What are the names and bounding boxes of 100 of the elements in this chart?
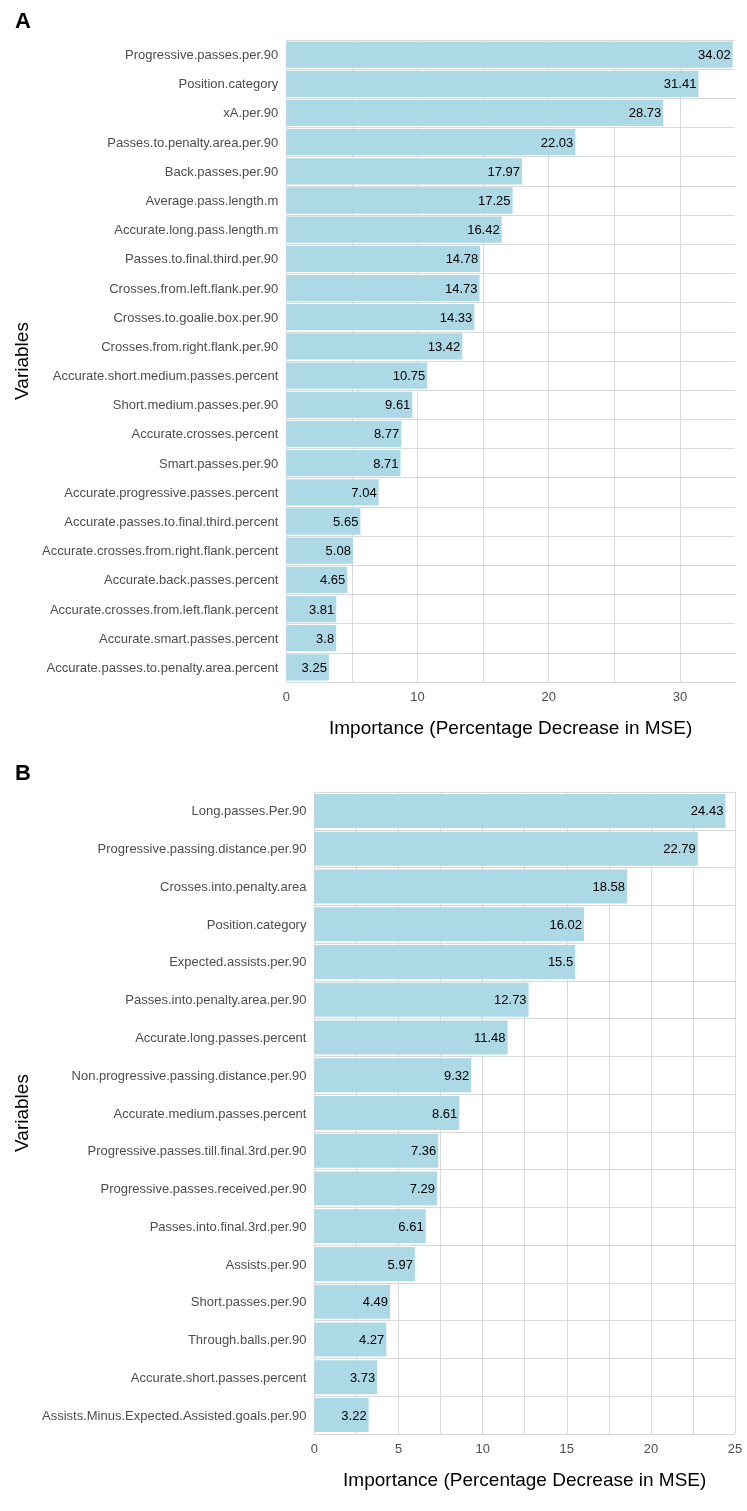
data-label: 3.8 bbox=[316, 630, 335, 646]
bar bbox=[314, 1058, 472, 1093]
y-tick-label: Accurate.long.passes.percent bbox=[135, 1029, 307, 1045]
data-label: 9.61 bbox=[385, 397, 411, 413]
y-tick-label: Passes.to.final.third.per.90 bbox=[125, 251, 279, 267]
bar bbox=[286, 508, 361, 535]
bar bbox=[286, 450, 401, 477]
y-tick-label: Accurate.passes.to.final.third.percent bbox=[64, 514, 279, 529]
y-tick-label: Accurate.progressive.passes.percent bbox=[64, 484, 279, 500]
x-tick-label: 30 bbox=[672, 689, 688, 704]
data-label: 4.27 bbox=[358, 1332, 385, 1348]
data-label: 24.43 bbox=[690, 803, 724, 819]
y-tick-label: Crosses.from.right.flank.per.90 bbox=[101, 338, 279, 354]
x-tick-label: 0 bbox=[282, 689, 290, 704]
bar bbox=[314, 1171, 438, 1206]
bar bbox=[286, 99, 664, 127]
y-tick-label: Progressive.passes.till.final.3rd.per.90 bbox=[87, 1143, 307, 1159]
y-tick-label: Passes.to.penalty.area.per.90 bbox=[107, 134, 279, 150]
bar bbox=[286, 304, 475, 331]
y-tick-label: Expected.assists.per.90 bbox=[169, 954, 307, 970]
data-label: 6.61 bbox=[398, 1218, 424, 1234]
data-label: 22.79 bbox=[663, 841, 696, 857]
x-tick-label: 20 bbox=[541, 689, 556, 704]
data-label: 3.81 bbox=[308, 601, 335, 617]
data-label: 7.04 bbox=[351, 484, 377, 500]
data-label: 10.75 bbox=[392, 368, 426, 384]
y-tick-label: Assists.Minus.Expected.Assisted.goals.per.90 bbox=[41, 1407, 307, 1423]
y-tick-label: Through.balls.per.90 bbox=[187, 1332, 307, 1348]
bar bbox=[286, 479, 379, 506]
bar bbox=[314, 1398, 369, 1433]
bar bbox=[286, 537, 353, 564]
data-label: 17.25 bbox=[478, 193, 511, 208]
y-tick-label: Crosses.to.goalie.box.per.90 bbox=[113, 309, 279, 325]
y-tick-label: Progressive.passes.per.90 bbox=[125, 47, 279, 63]
data-label: 18.58 bbox=[592, 878, 626, 894]
data-label: 11.48 bbox=[474, 1029, 506, 1045]
data-label: 13.42 bbox=[427, 338, 461, 354]
data-label: 15.5 bbox=[547, 954, 574, 970]
data-label: 3.73 bbox=[349, 1369, 376, 1385]
bar bbox=[314, 1209, 426, 1244]
bar bbox=[314, 982, 529, 1017]
y-tick-label: Accurate.back.passes.percent bbox=[104, 572, 279, 588]
data-label: 16.42 bbox=[467, 222, 500, 238]
bar bbox=[314, 944, 576, 979]
y-tick-label: Passes.into.penalty.area.per.90 bbox=[125, 992, 307, 1008]
text: A bbox=[15, 7, 31, 33]
bar bbox=[286, 391, 413, 418]
x-tick-label: 25 bbox=[727, 1441, 743, 1456]
x-tick-label: 0 bbox=[310, 1441, 319, 1456]
y-axis-title: Variables bbox=[11, 1074, 33, 1152]
bar bbox=[314, 1284, 390, 1319]
x-tick-label: 10 bbox=[475, 1441, 490, 1456]
y-tick-label: Accurate.crosses.from.right.flank.percent bbox=[41, 543, 279, 559]
bar bbox=[286, 625, 337, 652]
bar bbox=[314, 1020, 508, 1055]
bar bbox=[286, 245, 481, 272]
y-tick-label: Short.passes.per.90 bbox=[190, 1294, 307, 1310]
y-tick-label: Accurate.passes.to.penalty.area.percent bbox=[46, 659, 279, 675]
data-label: 17.97 bbox=[487, 163, 521, 179]
data-label: 14.78 bbox=[445, 251, 479, 267]
data-label: 28.73 bbox=[628, 105, 662, 121]
data-label: 8.77 bbox=[374, 426, 400, 442]
y-tick-label: Position.category bbox=[178, 76, 279, 92]
bar bbox=[286, 274, 480, 302]
data-label: 34.02 bbox=[698, 47, 731, 63]
data-label: 22.03 bbox=[540, 134, 574, 150]
y-tick-label: Crosses.into.penalty.area bbox=[160, 878, 308, 894]
data-label: 8.71 bbox=[373, 455, 399, 471]
bar bbox=[286, 333, 463, 360]
y-tick-label: Accurate.crosses.percent bbox=[131, 426, 279, 442]
bar bbox=[286, 187, 513, 214]
y-tick-label: Accurate.long.pass.length.m bbox=[114, 222, 279, 238]
x-axis-title: Importance (Percentage Decrease in MSE) bbox=[328, 716, 693, 738]
data-label: 12.73 bbox=[494, 992, 527, 1008]
bar bbox=[314, 793, 726, 828]
data-label: 8.61 bbox=[431, 1105, 458, 1121]
data-label: 31.41 bbox=[663, 76, 697, 92]
data-label: 5.08 bbox=[325, 543, 351, 559]
data-label: 14.33 bbox=[439, 309, 473, 325]
bar bbox=[314, 869, 628, 904]
bar bbox=[314, 1096, 460, 1130]
y-tick-label: Average.pass.length.m bbox=[145, 193, 279, 208]
y-tick-label: Short.medium.passes.per.90 bbox=[112, 397, 279, 413]
data-label: 4.65 bbox=[319, 572, 346, 588]
bar bbox=[314, 831, 698, 866]
y-tick-label: Accurate.short.medium.passes.percent bbox=[52, 368, 279, 384]
y-tick-label: Long.passes.Per.90 bbox=[191, 803, 307, 819]
y-tick-label: Assists.per.90 bbox=[225, 1256, 307, 1272]
bar bbox=[286, 420, 402, 448]
x-tick-label: 10 bbox=[410, 689, 425, 704]
bar bbox=[314, 1133, 439, 1168]
y-tick-label: Crosses.from.left.flank.per.90 bbox=[109, 280, 279, 296]
y-tick-label: Accurate.crosses.from.left.flank.percent bbox=[49, 601, 279, 617]
bar bbox=[286, 129, 576, 156]
y-tick-label: Non.progressive.passing.distance.per.90 bbox=[71, 1067, 307, 1083]
x-tick-label: 20 bbox=[643, 1441, 659, 1456]
bar bbox=[314, 907, 584, 942]
y-tick-label: xA.per.90 bbox=[223, 105, 279, 121]
text: B bbox=[15, 759, 31, 785]
data-label: 7.29 bbox=[409, 1181, 436, 1197]
